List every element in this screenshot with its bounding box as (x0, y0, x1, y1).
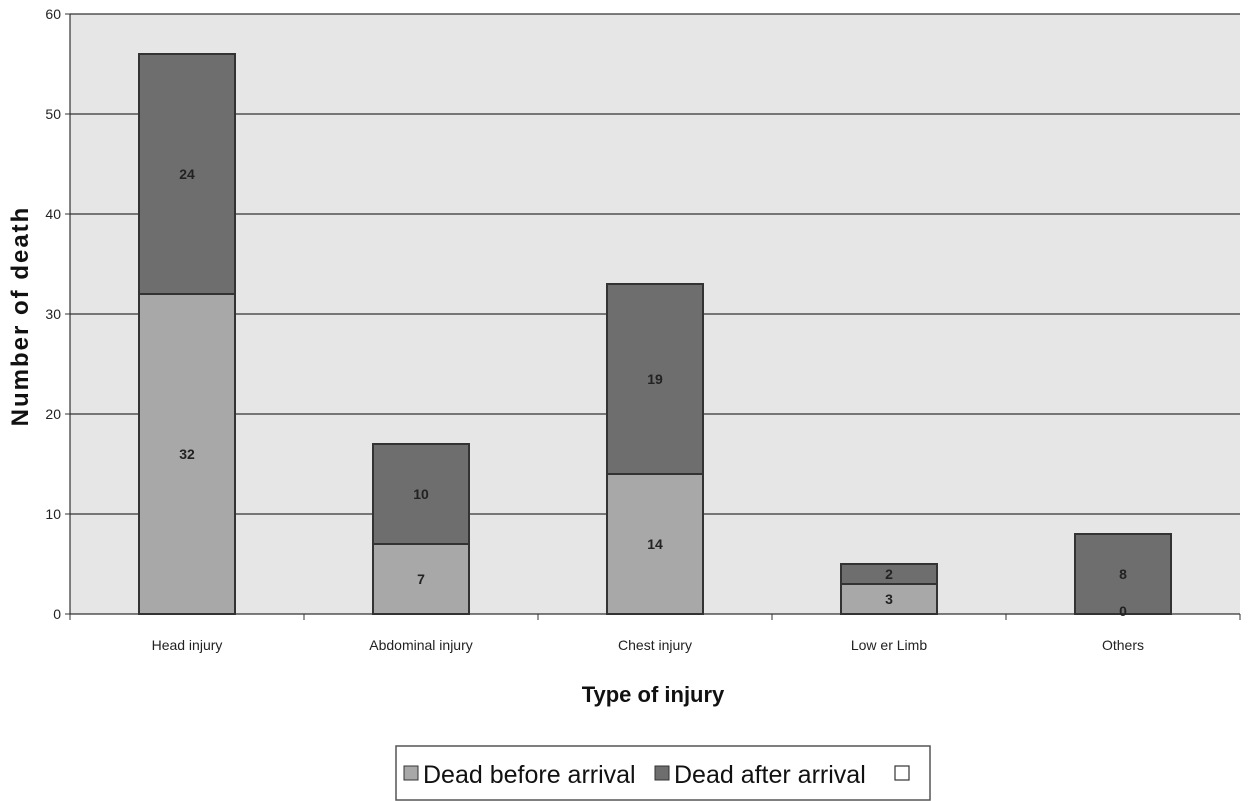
data-label-low-er-limb-dead-before-arrival: 3 (885, 591, 893, 607)
data-label-abdominal-injury-dead-after-arrival: 10 (413, 486, 429, 502)
y-axis-title: Number of death (7, 206, 34, 427)
y-tick-label: 10 (45, 506, 61, 522)
bar-others-dead-after-arrival (1074, 533, 1172, 615)
y-tick-label: 30 (45, 306, 61, 322)
data-label-abdominal-injury-dead-before-arrival: 7 (417, 571, 425, 587)
data-label-others-dead-after-arrival: 8 (1119, 566, 1127, 582)
legend-swatch-unnamed-series (894, 765, 910, 781)
bar-low-er-limb-dead-after-arrival (840, 563, 938, 585)
y-tick-label: 60 (45, 6, 61, 22)
legend-label-dead-before-arrival: Dead before arrival (423, 761, 636, 789)
data-label-head-injury-dead-before-arrival: 32 (179, 446, 195, 462)
legend-swatch-dead-after-arrival (654, 765, 670, 781)
data-label-head-injury-dead-after-arrival: 24 (179, 166, 195, 182)
bar-head-injury-dead-before-arrival (138, 293, 236, 615)
y-tick-label: 0 (53, 606, 61, 622)
y-tick-label: 20 (45, 406, 61, 422)
data-label-chest-injury-dead-before-arrival: 14 (647, 536, 663, 552)
y-tick-label: 50 (45, 106, 61, 122)
legend: Dead before arrival Dead after arrival (395, 745, 931, 801)
bar-abdominal-injury-dead-after-arrival (372, 443, 470, 545)
data-label-low-er-limb-dead-after-arrival: 2 (885, 566, 893, 582)
data-label-others-dead-before-arrival: 0 (1119, 603, 1127, 619)
x-axis-title: Type of injury (582, 682, 725, 707)
legend-swatch-dead-before-arrival (403, 765, 419, 781)
x-tick-label-low-er-limb: Low er Limb (851, 637, 927, 653)
bars (138, 53, 1172, 615)
x-tick-label-others: Others (1102, 637, 1144, 653)
y-tick-label: 40 (45, 206, 61, 222)
x-tick-label-abdominal-injury: Abdominal injury (369, 637, 473, 653)
data-label-chest-injury-dead-after-arrival: 19 (647, 371, 663, 387)
x-tick-label-chest-injury: Chest injury (618, 637, 692, 653)
bar-head-injury-dead-after-arrival (138, 53, 236, 295)
x-tick-label-head-injury: Head injury (152, 637, 223, 653)
bar-chest-injury-dead-after-arrival (606, 283, 704, 475)
legend-label-dead-after-arrival: Dead after arrival (674, 761, 866, 789)
